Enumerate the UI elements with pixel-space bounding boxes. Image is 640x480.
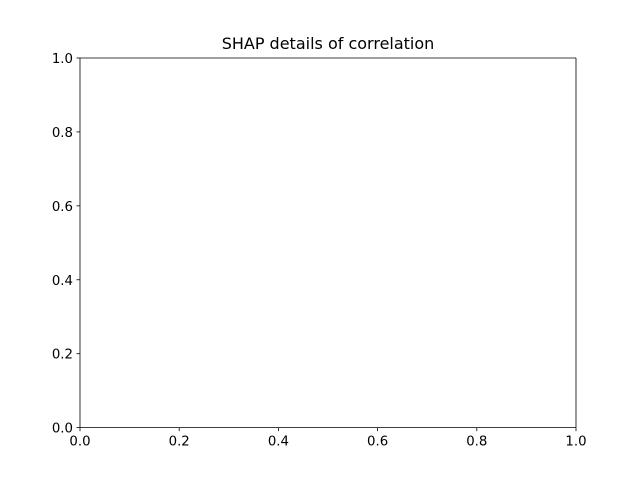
plot-area <box>80 58 576 428</box>
y-tick-label: 0.2 <box>52 348 73 363</box>
x-tick-label: 0.2 <box>169 435 190 450</box>
x-tick-label: 0.8 <box>466 435 487 450</box>
axes-frame <box>79 57 577 429</box>
y-tick-label: 0.0 <box>52 422 73 437</box>
y-tick-label: 0.8 <box>52 126 73 141</box>
x-tick-label: 0.6 <box>367 435 388 450</box>
x-tick-label: 1.0 <box>565 435 586 450</box>
y-tick-label: 1.0 <box>52 52 73 67</box>
x-tick-label: 0.0 <box>69 435 90 450</box>
x-axis: 0.0 0.2 0.4 0.6 0.8 1.0 <box>69 427 587 450</box>
x-tick-label: 0.4 <box>268 435 289 450</box>
y-tick-label: 0.4 <box>52 274 73 289</box>
y-axis: 0.0 0.2 0.4 0.6 0.8 1.0 <box>52 52 80 437</box>
y-tick-label: 0.6 <box>52 200 73 215</box>
chart-title: SHAP details of correlation <box>222 34 435 53</box>
